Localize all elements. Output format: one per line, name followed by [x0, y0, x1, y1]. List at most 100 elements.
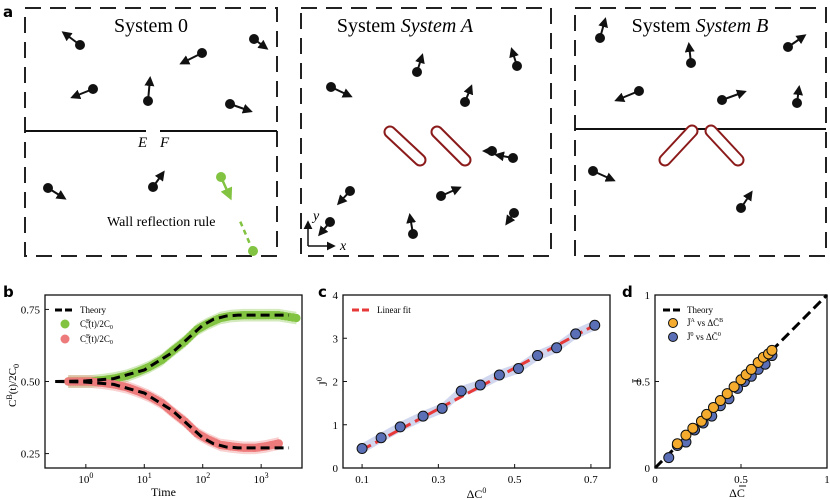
particle: [717, 89, 747, 105]
legend-fit-label: Linear fit: [377, 305, 411, 315]
data-point: [532, 350, 544, 362]
system-b-title: System System B: [632, 15, 769, 37]
y-axis-label: CB(t)/2C0: [5, 364, 21, 407]
particle: [249, 34, 269, 50]
data-point-ja: [728, 381, 740, 393]
legend-upper-label: CB +(t)/2C0: [80, 319, 113, 332]
system-b-letter: System B: [696, 15, 769, 37]
data-point-lower: [274, 439, 283, 448]
data-point-ja: [687, 422, 699, 434]
panel-d-chart: 00 0.5 0.5 1 1 ΔC J̄ Theory J̄A vs ΔC̄B J̄0 vs ΔC…: [630, 290, 830, 500]
legend-ja-label: J̄A vs ΔC̄B: [687, 318, 723, 328]
particle: [179, 48, 207, 65]
data-point: [493, 369, 505, 381]
y-axis-label: J̄: [630, 379, 644, 384]
legend-lower-swatch: [60, 334, 70, 344]
system-0-box: System 0 E F Wall reflection rule: [24, 7, 278, 257]
particle: [436, 186, 462, 201]
gate-capsule-left: [383, 125, 427, 167]
particles: [43, 17, 807, 239]
data-point: [570, 328, 582, 340]
particle: [43, 183, 67, 200]
axis-y-label: y: [311, 209, 320, 224]
data-point: [356, 443, 368, 455]
data-point-ja: [671, 438, 683, 450]
data-point: [394, 421, 406, 433]
legend-j0-label: J̄0 vs ΔC̄0: [687, 332, 721, 342]
data-point-ja: [721, 388, 733, 400]
particle: [336, 186, 355, 206]
x-axis-label: ΔC: [729, 486, 745, 500]
y-tick-label: 0.75: [21, 304, 41, 316]
gate-capsule-right: [704, 124, 745, 167]
particle: [614, 86, 644, 102]
particle: [783, 34, 807, 52]
panel-letter-c: c: [318, 283, 327, 301]
data-point: [474, 379, 486, 391]
particle: [143, 76, 155, 106]
x-axis-label: Time: [151, 485, 176, 499]
gate-label-f: F: [159, 135, 170, 151]
system-0-title: System 0: [114, 15, 188, 37]
x-tick-label: 0.5: [734, 474, 748, 486]
data-point: [512, 363, 524, 375]
data-point-ja: [701, 408, 713, 420]
system-a-title: System System A: [337, 15, 474, 37]
theory-curve-lower: [55, 380, 290, 450]
y-tick-label: 1: [333, 420, 339, 432]
particle: [494, 151, 518, 163]
x-tick-label: 1: [824, 474, 830, 486]
particle: [61, 31, 85, 50]
data-point-ja: [680, 429, 692, 441]
data-point-j0: [663, 452, 675, 464]
y-tick-label: 0: [333, 463, 339, 475]
particle: [588, 166, 616, 182]
particle: [684, 42, 696, 68]
y-tick-label: 0.5: [636, 377, 650, 389]
particle: [736, 190, 753, 213]
data-point: [551, 342, 563, 354]
particle: [148, 170, 165, 192]
data-point: [375, 432, 387, 444]
panel-b-chart: 100 101 102 103 0.25 0.50 0.75 Time CB(t)/2C0 The…: [5, 294, 303, 499]
data-point-ja: [766, 344, 778, 356]
x-tick-label: 0.7: [584, 474, 598, 486]
legend-upper-swatch: [60, 319, 70, 329]
system-b-box: System System B: [574, 7, 827, 257]
legend: Theory CB +(t)/2C0 CB −(t)/2C0: [55, 305, 113, 347]
panel-c-chart: 0.1 0.3 0.5 0.7 0 1 2 3 4 ΔC0 J0 Linear fit: [315, 290, 611, 500]
data-point-ja: [707, 401, 719, 413]
particle: [70, 84, 98, 100]
y-tick-label: 3: [333, 333, 339, 345]
wall-reflection-particle: [216, 172, 258, 256]
y-tick-label: 2: [333, 377, 339, 389]
theory-curve-upper: [55, 313, 290, 383]
data-point: [417, 410, 429, 422]
gate-label-e: E: [137, 135, 147, 151]
x-tick-label: 0.1: [355, 474, 369, 486]
y-tick-label: 4: [333, 290, 339, 302]
data-point: [436, 402, 448, 414]
axes-indicator: y x: [303, 209, 347, 254]
x-tick-label: 102: [195, 471, 210, 486]
wall-reflection-label: Wall reflection rule: [107, 215, 216, 230]
particle: [792, 85, 804, 108]
legend-j0-swatch: [668, 332, 678, 342]
axis-x-label: x: [339, 239, 347, 254]
y-tick-label: 1: [645, 290, 651, 302]
y-tick-label: 0: [645, 463, 651, 475]
x-tick-label: 0: [652, 474, 658, 486]
x-tick-label: 0.3: [431, 474, 445, 486]
panel-letter-b: b: [3, 283, 14, 301]
panel-letter-d: d: [622, 283, 633, 301]
particle: [595, 17, 608, 43]
legend-lower-label: CB −(t)/2C0: [80, 334, 113, 347]
x-tick-label: 101: [137, 471, 152, 486]
legend-theory-label: Theory: [687, 305, 713, 315]
data-point-ja: [745, 363, 757, 375]
system-a-letter: System A: [401, 15, 474, 37]
particle: [326, 82, 353, 98]
particle: [406, 213, 418, 239]
x-tick-label: 100: [78, 471, 93, 486]
